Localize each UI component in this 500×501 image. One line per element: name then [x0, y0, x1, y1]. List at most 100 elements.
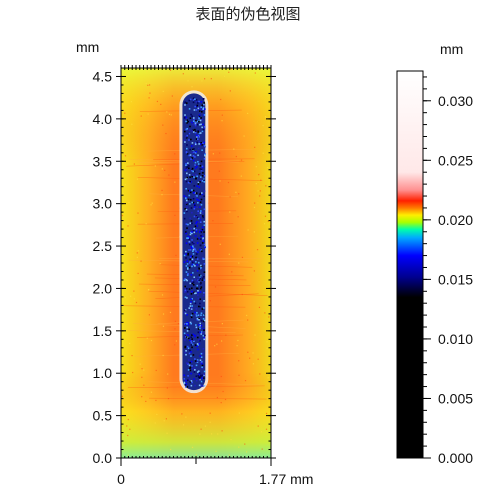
- groove-speckle: [190, 181, 192, 183]
- surface-speckle: [127, 225, 129, 227]
- surface-speckle: [204, 78, 206, 80]
- groove-speckle: [197, 289, 199, 292]
- surface-speckle: [209, 300, 211, 302]
- groove-speckle: [189, 380, 192, 383]
- y-tick-label: 4.0: [93, 111, 113, 127]
- surface-speckle: [214, 345, 216, 347]
- groove-speckle: [194, 335, 196, 338]
- surface-speckle: [121, 214, 124, 217]
- groove-speckle: [197, 147, 200, 150]
- groove-speckle: [202, 240, 205, 243]
- groove-speckle: [185, 271, 188, 273]
- surface-speckle: [256, 249, 259, 251]
- groove-speckle: [191, 211, 193, 214]
- surface-speckle: [182, 73, 184, 75]
- groove-speckle: [193, 97, 195, 100]
- groove-speckle: [194, 302, 197, 305]
- groove-speckle: [183, 261, 186, 263]
- groove-speckle: [199, 164, 202, 167]
- groove-speckle: [199, 298, 202, 301]
- groove-speckle: [199, 331, 202, 334]
- groove-speckle: [185, 386, 187, 388]
- groove-speckle: [201, 104, 204, 107]
- groove-speckle: [200, 110, 203, 113]
- surface-speckle: [199, 433, 201, 435]
- groove-speckle: [198, 143, 200, 145]
- groove-speckle: [201, 175, 204, 177]
- groove-speckle: [199, 359, 202, 362]
- groove-speckle: [184, 277, 186, 280]
- groove-speckle: [197, 279, 199, 281]
- surface-speckle: [147, 113, 149, 115]
- surface-speckle: [161, 294, 164, 296]
- surface-speckle: [168, 174, 170, 176]
- groove-speckle: [191, 365, 193, 367]
- groove-speckle: [190, 340, 192, 342]
- surface-speckle: [137, 250, 139, 252]
- x-tick-label: 0: [117, 471, 125, 487]
- groove-speckle: [189, 361, 192, 364]
- surface-speckle: [259, 373, 261, 375]
- groove-speckle: [187, 375, 189, 377]
- groove-speckle: [199, 378, 201, 381]
- surface-speckle: [221, 323, 224, 325]
- groove-speckle: [194, 164, 196, 166]
- groove-speckle: [189, 258, 192, 261]
- groove-speckle: [194, 384, 196, 387]
- colorbar-tick-label: 0.030: [438, 93, 473, 109]
- surface-speckle: [267, 377, 269, 379]
- groove-speckle: [192, 260, 195, 262]
- surface-speckle: [253, 270, 255, 272]
- groove-speckle: [198, 377, 201, 380]
- surface-speckle: [243, 135, 245, 137]
- groove-speckle: [201, 279, 204, 281]
- surface-speckle: [225, 334, 227, 336]
- groove-speckle: [202, 123, 204, 126]
- groove-speckle: [198, 117, 200, 120]
- surface-speckle: [222, 390, 224, 393]
- groove-speckle: [185, 118, 188, 120]
- groove-speckle: [193, 247, 196, 250]
- surface-speckle: [265, 412, 268, 415]
- groove-speckle: [191, 247, 193, 249]
- surface-speckle: [215, 450, 217, 453]
- groove-speckle: [184, 384, 187, 386]
- groove-speckle: [185, 120, 187, 123]
- groove-speckle: [201, 192, 203, 194]
- surface-speckle: [263, 223, 266, 225]
- groove-speckle: [194, 265, 196, 267]
- groove-speckle: [197, 291, 199, 294]
- surface-speckle: [156, 413, 158, 416]
- groove-speckle: [196, 165, 198, 168]
- surface-speckle: [143, 384, 145, 386]
- groove-speckle: [191, 282, 194, 285]
- surface-speckle: [171, 95, 173, 97]
- groove-speckle: [194, 311, 196, 314]
- surface-speckle: [149, 84, 151, 86]
- groove-speckle: [198, 231, 201, 233]
- groove-speckle: [191, 287, 193, 290]
- groove-speckle: [185, 287, 188, 290]
- groove-speckle: [203, 208, 206, 211]
- colorbar: [396, 70, 424, 459]
- surface-speckle: [127, 416, 129, 418]
- groove-speckle: [189, 233, 192, 236]
- surface-speckle: [258, 306, 261, 309]
- groove-speckle: [186, 237, 188, 239]
- groove-speckle: [189, 260, 191, 263]
- groove-speckle: [196, 221, 198, 223]
- groove-speckle: [194, 167, 197, 169]
- groove-speckle: [189, 203, 191, 205]
- groove-speckle: [192, 339, 195, 342]
- groove-speckle: [193, 291, 196, 294]
- groove-speckle: [200, 267, 202, 269]
- groove-speckle: [200, 198, 203, 201]
- groove-speckle: [202, 348, 205, 350]
- colorbar-tick-label: 0.025: [438, 152, 473, 168]
- surface-speckle: [237, 339, 239, 342]
- groove-speckle: [185, 278, 187, 281]
- groove-speckle: [198, 237, 200, 240]
- groove-speckle: [194, 225, 197, 228]
- groove-speckle: [190, 341, 193, 344]
- groove-speckle: [203, 195, 205, 198]
